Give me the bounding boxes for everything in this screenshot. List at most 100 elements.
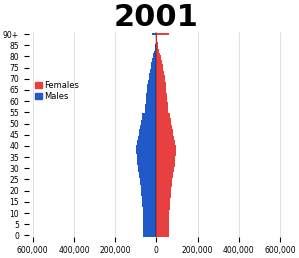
Bar	[140, 125, 156, 127]
Bar	[140, 127, 156, 129]
Bar	[147, 82, 156, 84]
Bar	[141, 192, 156, 194]
Bar	[143, 228, 156, 230]
Bar	[156, 140, 175, 142]
Title: 2001: 2001	[114, 3, 199, 32]
Bar	[151, 62, 156, 64]
Bar	[146, 104, 156, 107]
Bar	[156, 163, 175, 165]
Bar	[156, 107, 168, 109]
Bar	[143, 210, 156, 212]
Bar	[156, 104, 168, 107]
Bar	[156, 98, 167, 100]
Bar	[153, 55, 156, 58]
Bar	[156, 178, 172, 181]
Bar	[156, 145, 176, 147]
Bar	[156, 190, 171, 192]
Bar	[142, 203, 156, 205]
Bar	[156, 205, 170, 207]
Bar	[156, 93, 167, 95]
Bar	[150, 73, 156, 75]
Bar	[156, 210, 169, 212]
Bar	[156, 109, 168, 111]
Bar	[152, 60, 156, 62]
Bar	[156, 64, 163, 67]
Bar	[156, 187, 171, 190]
Bar	[141, 187, 156, 190]
Bar	[139, 174, 156, 176]
Bar	[141, 120, 156, 122]
Bar	[156, 102, 167, 104]
Bar	[143, 225, 156, 228]
Bar	[139, 131, 156, 134]
Bar	[147, 87, 156, 89]
Bar	[145, 111, 156, 114]
Bar	[156, 196, 171, 198]
Bar	[140, 176, 156, 178]
Bar	[142, 201, 156, 203]
Bar	[156, 138, 174, 140]
Bar	[156, 172, 173, 174]
Bar	[155, 46, 156, 49]
Bar	[156, 181, 172, 183]
Bar	[143, 223, 156, 225]
Bar	[152, 33, 156, 35]
Bar	[156, 122, 171, 125]
Bar	[143, 234, 156, 237]
Bar	[155, 44, 156, 46]
Bar	[156, 82, 166, 84]
Bar	[138, 163, 156, 165]
Bar	[148, 80, 156, 82]
Bar	[156, 203, 170, 205]
Bar	[156, 136, 174, 138]
Bar	[138, 165, 156, 167]
Bar	[156, 91, 167, 93]
Bar	[137, 160, 156, 163]
Bar	[150, 69, 156, 71]
Bar	[156, 53, 160, 55]
Bar	[155, 49, 156, 51]
Bar	[156, 58, 161, 60]
Bar	[156, 154, 176, 156]
Bar	[156, 134, 173, 136]
Bar	[151, 64, 156, 67]
Bar	[156, 95, 167, 98]
Bar	[149, 75, 156, 78]
Bar	[156, 40, 157, 42]
Bar	[156, 51, 159, 53]
Bar	[156, 230, 169, 232]
Bar	[156, 49, 159, 51]
Bar	[141, 196, 156, 198]
Bar	[156, 120, 171, 122]
Bar	[139, 134, 156, 136]
Bar	[156, 111, 168, 114]
Bar	[156, 158, 175, 160]
Bar	[136, 145, 156, 147]
Bar	[156, 201, 170, 203]
Bar	[137, 158, 156, 160]
Bar	[142, 116, 156, 118]
Bar	[156, 33, 169, 35]
Bar	[140, 178, 156, 181]
Bar	[156, 71, 164, 73]
Bar	[147, 91, 156, 93]
Bar	[156, 75, 165, 78]
Bar	[146, 98, 156, 100]
Bar	[147, 84, 156, 87]
Bar	[156, 73, 164, 75]
Bar	[156, 228, 169, 230]
Bar	[156, 129, 173, 131]
Bar	[156, 219, 169, 221]
Bar	[141, 190, 156, 192]
Bar	[156, 55, 161, 58]
Bar	[144, 221, 156, 223]
Bar	[156, 194, 171, 196]
Bar	[156, 216, 169, 219]
Bar	[156, 183, 172, 185]
Bar	[146, 100, 156, 102]
Bar	[156, 223, 169, 225]
Bar	[145, 109, 156, 111]
Bar	[156, 167, 174, 170]
Bar	[156, 118, 171, 120]
Bar	[156, 67, 163, 69]
